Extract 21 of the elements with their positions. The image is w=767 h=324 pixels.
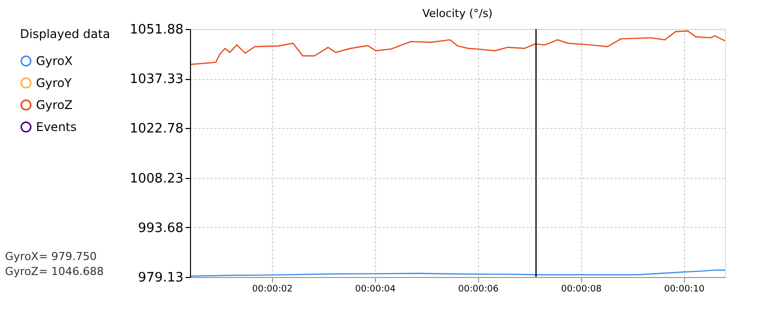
y-tick-label: 1051.88	[130, 22, 184, 38]
y-tick-label: 993.68	[138, 220, 184, 236]
text: GyroZ= 1046.688	[5, 265, 104, 278]
legend-label: GyroY	[36, 76, 72, 90]
chart-title: Velocity (°/s)	[422, 7, 493, 20]
x-tick-label: 00:00:08	[561, 284, 602, 294]
x-tick-label: 00:00:04	[355, 284, 396, 294]
legend-label: GyroZ	[36, 98, 73, 112]
legend-label: Events	[36, 120, 77, 134]
y-tick-label: 979.13	[138, 270, 184, 286]
line-series	[190, 269, 726, 277]
x-tick-label: 00:00:06	[458, 284, 499, 294]
y-tick-label: 1037.33	[130, 72, 184, 88]
legend-label: GyroX	[36, 54, 73, 68]
y-tick-label: 1022.78	[130, 122, 184, 137]
legend-title: Displayed data	[20, 27, 110, 41]
text: GyroX= 979.750	[5, 250, 97, 263]
x-tick-label: 00:00:10	[664, 284, 705, 294]
x-tick-label: 00:00:02	[252, 284, 293, 294]
line-series	[190, 30, 726, 65]
y-tick-label: 1008.23	[130, 171, 184, 186]
